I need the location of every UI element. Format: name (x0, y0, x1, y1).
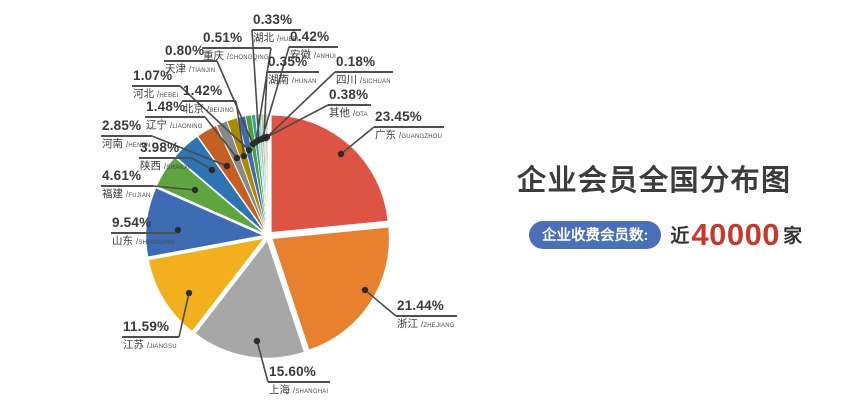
slice-percent: 15.60% (268, 364, 331, 383)
leader-line (204, 116, 238, 159)
count-number: 40000 (691, 217, 781, 252)
slice-name: 河北 /HEBEI (133, 87, 179, 100)
slice-name: 天津 /TIANJIN (165, 62, 216, 75)
slice-percent: 2.85% (101, 118, 153, 137)
leader-line (235, 100, 245, 157)
slice-name: 湖南 /HUNAN (268, 73, 317, 86)
slice-label-tianjin: 0.80% 天津 /TIANJIN (164, 43, 218, 75)
slice-label-anhui: 0.42% 安徽 /ANHUI (289, 29, 339, 61)
pie-slice-shandong (145, 187, 264, 258)
slice-label-jiangsu: 11.59% 江苏 /JIANGSU (122, 319, 179, 351)
leader-dot (245, 146, 253, 154)
slice-label-zhejiang: 21.44% 浙江 /ZHEJIANG (396, 298, 457, 330)
slice-percent: 1.07% (132, 68, 181, 87)
pie-slice-jiangsu (148, 238, 265, 332)
slice-label-henan: 2.85% 河南 /HENAN (101, 118, 153, 150)
leader-line (178, 292, 190, 338)
leader-dot (191, 186, 199, 194)
count-suffix: 家 (783, 226, 803, 247)
slice-name: 福建 /FUJIAN (102, 187, 151, 200)
leader-line (256, 340, 269, 383)
pie-slice-beijing (226, 117, 267, 232)
leader-dot (223, 162, 231, 170)
slice-label-hebei: 1.07% 河北 /HEBEI (132, 68, 181, 100)
slice-name: 重庆 /CHONGQING (203, 49, 269, 62)
member-count-row: 企业收费会员数: 近 40000 家 (529, 219, 802, 250)
leader-line (265, 71, 336, 139)
leader-dot (263, 133, 271, 141)
count-prefix: 近 (670, 226, 690, 247)
leader-line (152, 185, 196, 191)
slice-percent: 4.61% (101, 168, 153, 187)
slice-name: 安徽 /ANHUI (290, 48, 337, 61)
leader-dot (240, 152, 248, 160)
slice-name: 江苏 /JIANGSU (123, 338, 177, 351)
slice-name: 北京 /BEIJING (183, 102, 235, 115)
slice-percent: 23.45% (374, 109, 445, 128)
slice-name: 河南 /HENAN (102, 137, 151, 150)
slice-name: 山东 /SHANDONG (112, 234, 175, 247)
slice-percent: 0.42% (289, 29, 339, 48)
leader-line (151, 135, 228, 167)
slice-percent: 1.42% (182, 83, 237, 102)
leader-dot (253, 337, 261, 345)
slice-name: 上海 /SHANGHAI (269, 383, 329, 396)
slice-percent: 0.18% (335, 54, 393, 73)
slice-label-beijing: 1.42% 北京 /BEIJING (182, 83, 237, 115)
slice-label-shanxi: 3.98% 陕西 /SHANXI (139, 140, 192, 172)
slice-percent: 0.38% (328, 87, 372, 106)
slice-name: 湖北 /HUBEI (253, 31, 299, 44)
slice-percent: 21.44% (396, 298, 457, 317)
slice-percent: 0.80% (164, 43, 218, 62)
leader-dot (233, 154, 241, 162)
leader-line (340, 126, 375, 155)
slice-percent: 0.51% (202, 30, 271, 49)
slice-percent: 3.98% (139, 140, 192, 159)
slice-name: 广东 /GUANGZHOU (375, 128, 443, 141)
leader-line (216, 60, 254, 145)
slice-label-chongqing: 0.51% 重庆 /CHONGQING (202, 30, 271, 62)
member-count-badge: 企业收费会员数: (529, 220, 662, 249)
slice-percent: 1.48% (145, 99, 205, 118)
slice-name: 辽宁 /LIAONING (146, 118, 203, 131)
leader-line (364, 289, 397, 317)
slice-percent: 11.59% (122, 319, 179, 338)
slice-label-hunan: 0.35% 湖南 /HUNAN (267, 54, 319, 86)
leader-line (261, 46, 290, 140)
leader-line (266, 104, 329, 138)
pie-slice-zhejiang (271, 227, 390, 351)
leader-dot (174, 226, 182, 234)
pie-chart: 23.45% 广东 /GUANGZHOU 21.44% 浙江 /ZHEJIANG 15.… (101, 12, 457, 396)
slice-label-guangzhou: 23.45% 广东 /GUANGZHOU (374, 109, 445, 141)
slice-percent: 0.33% (252, 12, 301, 31)
leader-line (179, 85, 250, 151)
pie-svg (145, 29, 397, 383)
slice-name: 陕西 /SHANXI (140, 159, 190, 172)
leader-dot (361, 286, 369, 294)
leader-dot (208, 166, 216, 174)
slice-label-shandong: 9.54% 山东 /SHANDONG (111, 215, 177, 247)
pie-slice-henan (197, 125, 266, 232)
slice-label-sichuan: 0.18% 四川 /SICHUAN (335, 54, 393, 86)
slice-label-fujian: 4.61% 福建 /FUJIAN (101, 168, 153, 200)
leader-dot (185, 289, 193, 297)
leader-dot (337, 150, 345, 158)
slice-percent: 9.54% (111, 215, 177, 234)
leader-line (191, 157, 213, 171)
pie-slice-guangzhou (271, 115, 389, 233)
slice-percent: 0.35% (267, 54, 319, 73)
slice-name: 四川 /SICHUAN (336, 73, 391, 86)
slice-name: 其他 /OTA (329, 106, 368, 119)
leader-line (263, 71, 268, 139)
slice-label-liaoning: 1.48% 辽宁 /LIAONING (145, 99, 205, 131)
slice-label-hubei: 0.33% 湖北 /HUBEI (252, 12, 301, 44)
slice-label-shanghai: 15.60% 上海 /SHANGHAI (268, 364, 331, 396)
slice-name: 浙江 /ZHEJIANG (397, 317, 455, 330)
page-title: 企业会员全国分布图 (517, 165, 792, 197)
pie-slice-shanghai (195, 240, 305, 359)
slice-label-ota: 0.38% 其他 /OTA (328, 87, 372, 119)
